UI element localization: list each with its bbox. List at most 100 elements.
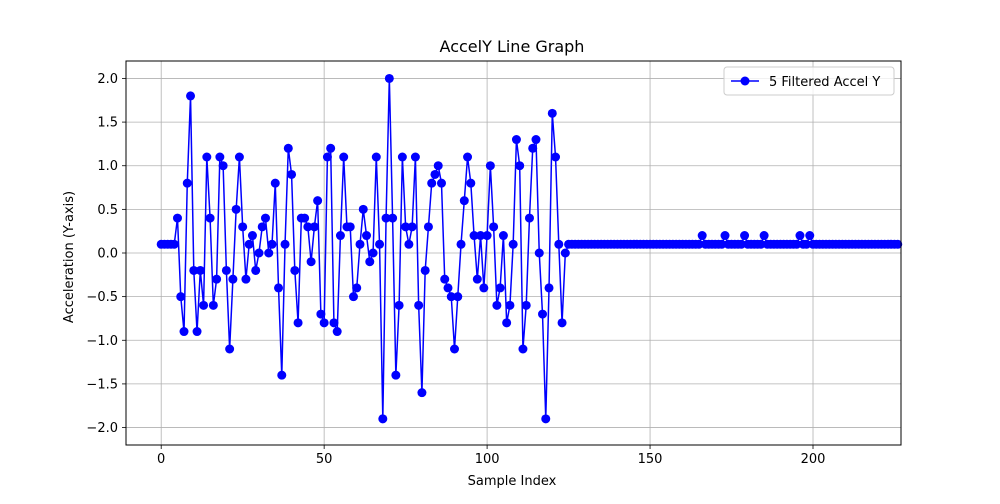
data-point <box>339 152 349 162</box>
data-point <box>515 161 525 171</box>
data-point <box>306 257 316 267</box>
data-point <box>538 309 548 319</box>
data-point <box>329 318 339 328</box>
data-point <box>740 231 750 241</box>
data-point <box>463 152 473 162</box>
data-point <box>443 283 453 293</box>
data-point <box>199 300 209 310</box>
data-point <box>212 274 222 284</box>
data-point <box>430 169 440 179</box>
data-point <box>801 239 811 249</box>
axis-ticks: 0 50 100 150 200 −2.0 −1.5 −1.0 −0.5 0.0 0.5 1.0 1.5… <box>86 72 825 467</box>
data-point <box>414 300 424 310</box>
data-point <box>322 152 332 162</box>
data-point <box>495 283 505 293</box>
data-point <box>176 292 186 302</box>
data-point <box>172 213 182 223</box>
data-point <box>541 414 551 424</box>
data-point <box>381 213 391 223</box>
data-point <box>417 388 427 398</box>
data-point <box>371 152 381 162</box>
data-point <box>182 178 192 188</box>
data-point <box>195 265 205 275</box>
legend-box <box>723 66 895 96</box>
data-point <box>427 178 437 188</box>
data-point <box>231 204 241 214</box>
data-point <box>459 196 469 206</box>
data-point <box>257 222 267 232</box>
data-point <box>508 239 518 249</box>
data-point <box>391 370 401 380</box>
data-point <box>410 152 420 162</box>
legend: 5 Filtered Accel Y <box>723 66 895 96</box>
data-point <box>186 91 196 101</box>
data-point <box>433 161 443 171</box>
data-point <box>215 152 225 162</box>
data-point <box>456 239 466 249</box>
data-point <box>368 248 378 258</box>
data-point <box>290 265 300 275</box>
y-tick-label: −1.5 <box>86 377 118 392</box>
data-point <box>485 161 495 171</box>
data-point <box>534 248 544 258</box>
data-point <box>466 178 476 188</box>
data-point <box>792 239 802 249</box>
data-point <box>335 231 345 241</box>
data-point <box>251 265 261 275</box>
data-point <box>326 143 336 153</box>
y-tick-label: 2.0 <box>97 72 118 87</box>
data-point <box>697 231 707 241</box>
data-point <box>436 178 446 188</box>
data-point <box>345 222 355 232</box>
data-point <box>280 239 290 249</box>
data-point <box>511 135 521 145</box>
y-tick-label: 0.5 <box>97 203 118 218</box>
data-point <box>169 239 179 249</box>
data-point <box>498 231 508 241</box>
data-point <box>277 370 287 380</box>
data-point <box>247 231 257 241</box>
data-point <box>557 318 567 328</box>
data-point <box>720 231 730 241</box>
data-point <box>482 231 492 241</box>
data-point <box>420 265 430 275</box>
data-point <box>505 300 515 310</box>
data-point <box>225 344 235 354</box>
data-point <box>260 213 270 223</box>
data-point <box>453 292 463 302</box>
data-point <box>547 108 557 118</box>
data-point <box>407 222 417 232</box>
series-layer <box>156 73 903 424</box>
data-point <box>228 274 238 284</box>
data-point <box>450 344 460 354</box>
data-point <box>355 239 365 249</box>
data-point <box>316 309 326 319</box>
data-point <box>352 283 362 293</box>
data-point <box>528 143 538 153</box>
data-point <box>270 178 280 188</box>
data-point <box>375 239 385 249</box>
x-tick-label: 200 <box>801 452 826 467</box>
y-axis-label: Acceleration (Y-axis) <box>62 191 77 323</box>
data-point <box>551 152 561 162</box>
x-tick-label: 0 <box>157 452 165 467</box>
data-point <box>717 239 727 249</box>
data-point <box>358 204 368 214</box>
x-tick-label: 50 <box>316 452 333 467</box>
data-point <box>502 318 512 328</box>
x-axis-label: Sample Index <box>468 474 557 489</box>
data-point <box>479 283 489 293</box>
data-point <box>756 239 766 249</box>
legend-entry-label: 5 Filtered Accel Y <box>769 75 880 90</box>
data-point <box>332 327 342 337</box>
data-point <box>267 239 277 249</box>
data-point <box>544 283 554 293</box>
data-point <box>521 300 531 310</box>
data-point <box>244 239 254 249</box>
data-point <box>446 292 456 302</box>
data-point <box>472 274 482 284</box>
data-point <box>287 169 297 179</box>
y-tick-label: 1.5 <box>97 116 118 131</box>
